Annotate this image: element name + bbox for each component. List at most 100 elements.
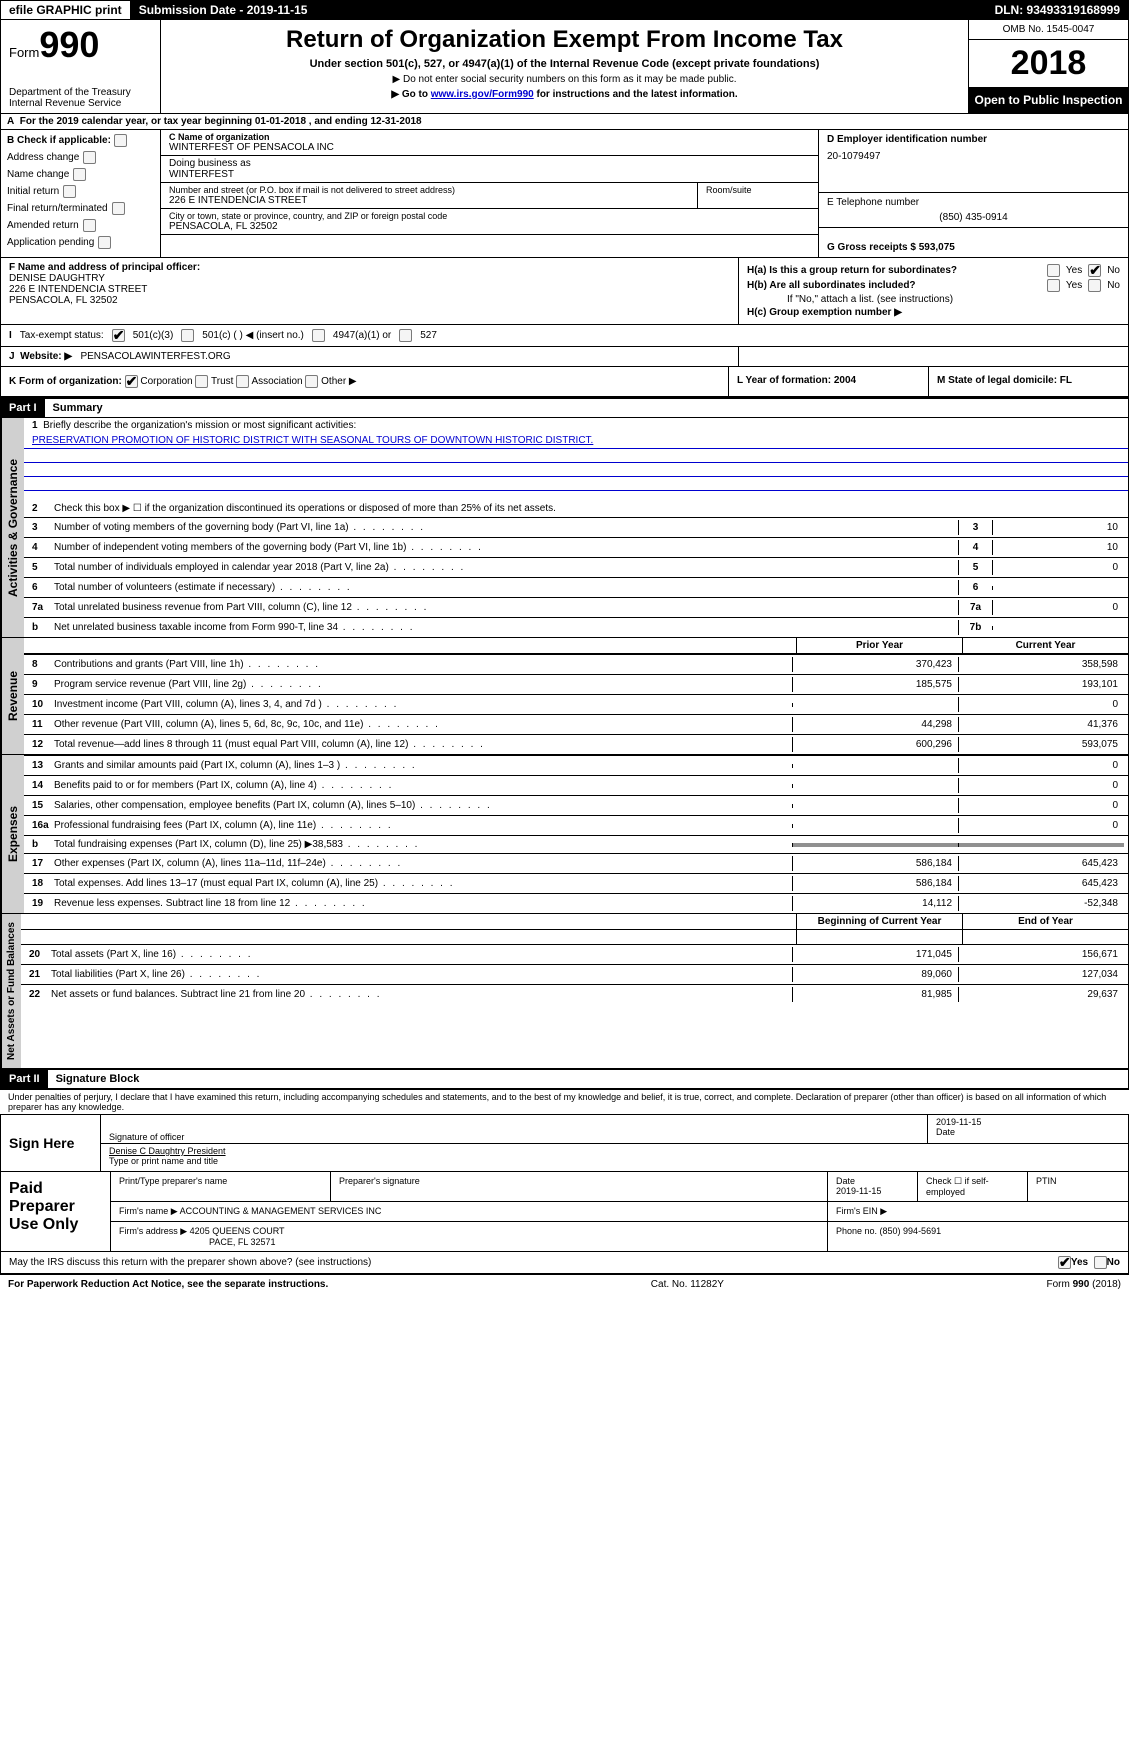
discuss-no-chk[interactable] — [1094, 1256, 1107, 1269]
vlabel-expenses: Expenses — [1, 755, 24, 913]
exp-desc-15: Salaries, other compensation, employee b… — [54, 800, 792, 811]
rev-cy-12: 593,075 — [958, 737, 1124, 752]
gov-val-b — [992, 626, 1124, 630]
exp-desc-14: Benefits paid to or for members (Part IX… — [54, 780, 792, 791]
gov-rn-4: 4 — [958, 540, 992, 555]
b-opt-chk-4[interactable] — [83, 219, 96, 232]
part1-title: Summary — [45, 399, 111, 417]
b-opt-5: Application pending — [7, 236, 154, 249]
gov-num-b: b — [28, 622, 54, 633]
gov-desc-7a: Total unrelated business revenue from Pa… — [54, 602, 958, 613]
k-trust-chk[interactable] — [195, 375, 208, 388]
f-officer: F Name and address of principal officer:… — [1, 258, 738, 324]
j-website-label: Website: ▶ — [20, 351, 72, 362]
sig-line-2: Denise C Daughtry President Type or prin… — [101, 1144, 1128, 1168]
rev-header-spacer — [24, 638, 796, 653]
hb-yes-chk[interactable] — [1047, 279, 1060, 292]
i-527-chk[interactable] — [399, 329, 412, 342]
i-4947-chk[interactable] — [312, 329, 325, 342]
rev-py-10 — [792, 703, 958, 707]
sub3-post: for instructions and the latest informat… — [534, 89, 738, 100]
b-opt-chk-1[interactable] — [73, 168, 86, 181]
hc-label: H(c) Group exemption number ▶ — [747, 307, 902, 318]
addr-value: 226 E INTENDENCIA STREET — [169, 195, 689, 206]
discuss-row: May the IRS discuss this return with the… — [0, 1252, 1129, 1274]
net-cy-20: 156,671 — [958, 947, 1124, 962]
prep-h3: Date 2019-11-15 — [828, 1172, 918, 1201]
mission-line: 1 Briefly describe the organization's mi… — [24, 418, 1128, 433]
omb-number: OMB No. 1545-0047 — [969, 20, 1128, 40]
discuss-yes-chk[interactable] — [1058, 1256, 1071, 1269]
f-label: F Name and address of principal officer: — [9, 262, 730, 273]
exp-num-19: 19 — [28, 898, 54, 909]
rev-line-12: 12Total revenue—add lines 8 through 11 (… — [24, 734, 1128, 754]
b-opt-0: Address change — [7, 151, 154, 164]
gov-line-2: 2Check this box ▶ ☐ if the organization … — [24, 499, 1128, 517]
i-501c-chk[interactable] — [181, 329, 194, 342]
k-other-chk[interactable] — [305, 375, 318, 388]
exp-desc-19: Revenue less expenses. Subtract line 18 … — [54, 898, 792, 909]
rev-desc-9: Program service revenue (Part VIII, line… — [54, 679, 792, 690]
k-trust: Trust — [211, 376, 233, 387]
d-value: 20-1079497 — [827, 151, 1120, 162]
d-label: D Employer identification number — [827, 134, 1120, 145]
prep-date-lbl: Date — [836, 1176, 909, 1186]
b-opt-chk-2[interactable] — [63, 185, 76, 198]
i-501c3: 501(c)(3) — [133, 330, 174, 341]
exp-desc-b: Total fundraising expenses (Part IX, col… — [54, 839, 792, 850]
exp-desc-13: Grants and similar amounts paid (Part IX… — [54, 760, 792, 771]
k-assoc-chk[interactable] — [236, 375, 249, 388]
rev-desc-10: Investment income (Part VIII, column (A)… — [54, 699, 792, 710]
prep-firm-cell: Firm's name ▶ ACCOUNTING & MANAGEMENT SE… — [111, 1202, 828, 1221]
sign-section: Sign Here Signature of officer 2019-11-1… — [0, 1114, 1129, 1172]
perjury-text: Under penalties of perjury, I declare th… — [0, 1089, 1129, 1114]
b-opt-chk-3[interactable] — [112, 202, 125, 215]
addr-row: Number and street (or P.O. box if mail i… — [161, 183, 818, 209]
hb-no-chk[interactable] — [1088, 279, 1101, 292]
preparer-body: Print/Type preparer's name Preparer's si… — [111, 1172, 1128, 1251]
row-klm: K Form of organization: Corporation Trus… — [0, 367, 1129, 398]
net-line-20: 20Total assets (Part X, line 16)171,0451… — [21, 944, 1128, 964]
i-501c3-chk[interactable] — [112, 329, 125, 342]
b-check-label: Check if applicable: — [17, 135, 111, 146]
rev-cy-11: 41,376 — [958, 717, 1124, 732]
l-year-formation: L Year of formation: 2004 — [728, 367, 928, 396]
ha-yes-chk[interactable] — [1047, 264, 1060, 277]
j-right-empty — [738, 347, 1128, 366]
form-prefix: Form — [9, 45, 39, 60]
revenue-section: Revenue Prior Year Current Year 8Contrib… — [0, 638, 1129, 755]
b-opt-chk-0[interactable] — [83, 151, 96, 164]
room-label: Room/suite — [706, 185, 810, 195]
b-opt-label-1: Name change — [7, 169, 69, 180]
k-corp-chk[interactable] — [125, 375, 138, 388]
sig-date-cell: 2019-11-15 Date — [928, 1115, 1128, 1143]
rev-line-11: 11Other revenue (Part VIII, column (A), … — [24, 714, 1128, 734]
b-opt-chk-5[interactable] — [98, 236, 111, 249]
b-top-chk[interactable] — [114, 134, 127, 147]
b-opt-3: Final return/terminated — [7, 202, 154, 215]
net-cy-22: 29,637 — [958, 987, 1124, 1002]
exp-num-15: 15 — [28, 800, 54, 811]
gov-num-6: 6 — [28, 582, 54, 593]
header-right: OMB No. 1545-0047 2018 Open to Public In… — [968, 20, 1128, 113]
net-header-spacer — [21, 914, 796, 929]
ha-no-chk[interactable] — [1088, 264, 1101, 277]
ha-no: No — [1107, 265, 1120, 276]
rev-num-9: 9 — [28, 679, 54, 690]
gov-val-7a: 0 — [992, 600, 1124, 615]
exp-num-14: 14 — [28, 780, 54, 791]
prep-firm-row: Firm's name ▶ ACCOUNTING & MANAGEMENT SE… — [111, 1202, 1128, 1222]
prep-h4: Check ☐ if self-employed — [918, 1172, 1028, 1201]
irs-link[interactable]: www.irs.gov/Form990 — [431, 89, 534, 100]
exp-py-13 — [792, 764, 958, 768]
k-other: Other ▶ — [321, 376, 356, 387]
net-py-21: 89,060 — [792, 967, 958, 982]
exp-line-18: 18Total expenses. Add lines 13–17 (must … — [24, 873, 1128, 893]
h-group-return: H(a) Is this a group return for subordin… — [738, 258, 1128, 324]
discuss-yes: Yes — [1071, 1257, 1088, 1268]
e-value: (850) 435-0914 — [827, 212, 1120, 223]
k-form-org: K Form of organization: Corporation Trus… — [1, 367, 728, 396]
gov-num-5: 5 — [28, 562, 54, 573]
row-a-tax-year: A For the 2019 calendar year, or tax yea… — [0, 114, 1129, 130]
b-opt-label-4: Amended return — [7, 220, 79, 231]
